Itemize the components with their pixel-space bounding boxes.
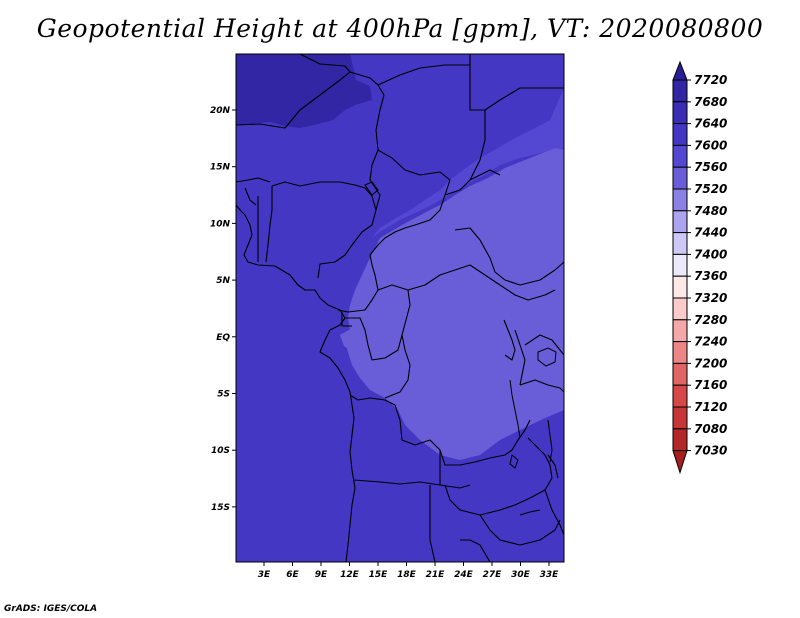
y-tick-label: EQ — [216, 333, 230, 343]
border-gabon-congo — [345, 289, 411, 361]
colorbar-label: 7080 — [694, 422, 727, 436]
colorbar-segment — [672, 144, 688, 168]
colorbar-label: 7120 — [694, 400, 727, 414]
border-east-africa — [503, 319, 564, 393]
chart-title: Geopotential Height at 400hPa [gpm], VT:… — [36, 14, 764, 43]
colorbar-segment — [672, 188, 688, 212]
colorbar-segment — [672, 428, 688, 452]
colorbar-label: 7360 — [694, 269, 727, 283]
colorbar-segment — [672, 253, 688, 277]
border-south-sudan — [454, 110, 564, 286]
colorbar: 7720 7680 7640 7600 7560 7520 7480 7440 7400 7360… — [672, 60, 727, 475]
lake-mweru — [509, 454, 519, 469]
border-chad — [369, 149, 451, 266]
border-sudan-chad — [444, 169, 501, 196]
field-7600-north — [372, 88, 564, 238]
colorbar-label: 7720 — [694, 73, 727, 87]
lakes — [364, 181, 557, 516]
lake-victoria — [537, 347, 557, 367]
y-tick-label: 10N — [210, 219, 231, 229]
colorbar-segment — [672, 232, 688, 255]
colorbar-label: 7160 — [694, 378, 727, 392]
colorbar-label: 7320 — [694, 291, 727, 305]
x-tick-label: 18E — [397, 570, 417, 580]
x-tick-label: 24E — [454, 570, 474, 580]
colorbar-segment — [672, 166, 688, 190]
colorbar-segment — [672, 101, 688, 125]
colorbar-label: 7030 — [694, 444, 727, 458]
colorbar-label: 7520 — [694, 182, 727, 196]
border-zambia — [444, 437, 553, 516]
border-uganda — [524, 334, 564, 356]
x-tick-label: 9E — [315, 570, 328, 580]
x-tick-label: 21E — [426, 570, 446, 580]
x-tick-label: 6E — [286, 570, 299, 580]
colorbar-label: 7560 — [694, 160, 727, 174]
y-axis: 20N 15N 10N 5N EQ 5S 10S 15S — [210, 106, 236, 513]
colorbar-segment — [672, 275, 688, 299]
y-tick-label: 5S — [217, 390, 230, 400]
colorbar-label: 7480 — [694, 204, 727, 218]
x-tick-label: 12E — [340, 570, 360, 580]
colorbar-label: 7680 — [694, 95, 727, 109]
y-tick-label: 5N — [216, 276, 230, 286]
lake-malawi — [547, 419, 553, 463]
lake-kariba — [519, 509, 541, 516]
x-tick-label: 3E — [258, 570, 271, 580]
colorbar-segment — [672, 297, 688, 321]
colorbar-segment — [672, 406, 688, 430]
border-eq-guinea — [341, 312, 352, 327]
height-field — [236, 54, 564, 562]
border-drc-congo — [384, 334, 411, 399]
y-tick-label: 10S — [211, 446, 230, 456]
colorbar-segment — [672, 79, 688, 103]
colorbar-segment — [672, 384, 688, 408]
field-7560-west-pocket — [340, 328, 366, 356]
map-frame — [235, 53, 565, 563]
colorbar-segment — [672, 319, 688, 343]
footer-credit: GrADS: IGES/COLA — [4, 604, 98, 614]
colorbar-label: 7200 — [694, 356, 727, 370]
colorbar-segment — [672, 210, 688, 234]
field-7680-region — [236, 54, 372, 128]
colorbar-label: 7600 — [694, 138, 727, 152]
x-tick-label: 27E — [483, 570, 503, 580]
colorbar-label: 7640 — [694, 117, 727, 131]
field-7560-central — [345, 148, 564, 460]
x-tick-label: 30E — [511, 570, 531, 580]
colorbar-segment — [672, 362, 688, 386]
border-angola-namibia — [353, 479, 471, 489]
x-axis: 3E 6E 9E 12E 15E 18E 21E 24E 27E 30E 33E — [258, 562, 559, 580]
border-burkina — [236, 177, 271, 183]
colorbar-top-arrow — [672, 60, 688, 81]
border-sudan-north — [470, 87, 564, 111]
y-tick-label: 15N — [210, 163, 231, 173]
x-tick-label: 15E — [369, 570, 389, 580]
colorbar-label: 7240 — [694, 335, 727, 349]
lake-tanganyika — [509, 379, 521, 439]
border-nigeria — [271, 181, 377, 279]
colorbar-bottom-arrow — [672, 450, 688, 475]
x-tick-label: 33E — [540, 570, 560, 580]
border-benin-togo — [244, 186, 273, 263]
border-cameroon — [337, 264, 379, 313]
lake-chad — [364, 181, 379, 196]
colorbar-label: 7400 — [694, 247, 727, 261]
colorbar-segment — [672, 123, 688, 146]
colorbar-label: 7280 — [694, 313, 727, 327]
colorbar-label: 7440 — [694, 226, 727, 240]
border-zimbabwe — [479, 514, 561, 546]
y-tick-label: 20N — [210, 106, 231, 116]
colorbar-segment — [672, 341, 688, 364]
border-botswana — [429, 485, 491, 562]
y-tick-label: 15S — [211, 503, 230, 513]
border-algeria — [299, 54, 351, 73]
